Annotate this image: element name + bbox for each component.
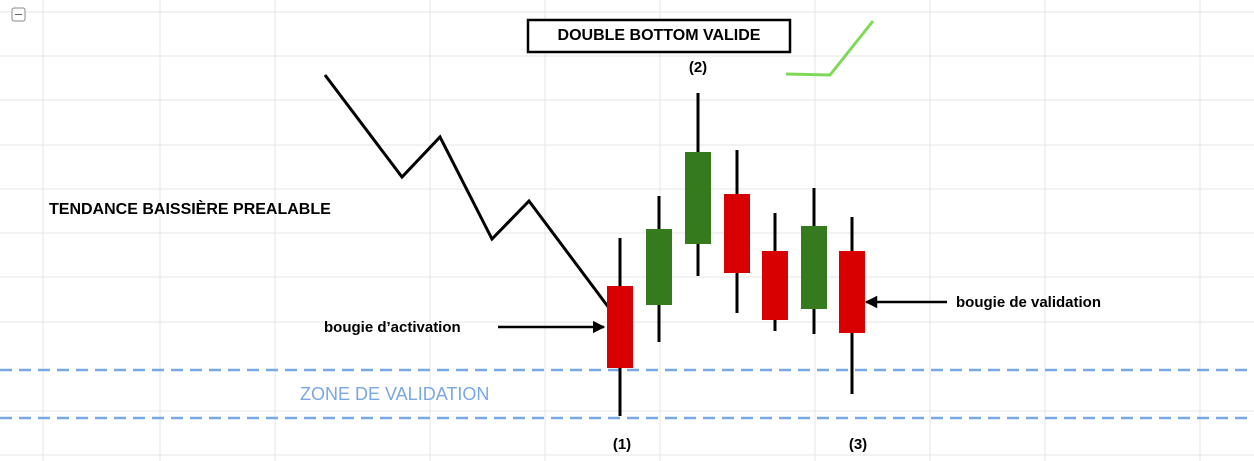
point-label: (2) [689, 59, 707, 76]
title: DOUBLE BOTTOM VALIDE [558, 27, 761, 44]
point-label: (1) [613, 436, 631, 453]
check-mark [785, 20, 875, 77]
candles [607, 93, 865, 416]
trend-line [323, 74, 611, 309]
activation-label: bougie d’activation [324, 319, 461, 336]
collapse-icon[interactable] [11, 7, 26, 22]
point-label: (3) [849, 436, 867, 453]
title-box [526, 18, 792, 54]
trend-label: TENDANCE BAISSIÈRE PREALABLE [49, 199, 331, 218]
zone-label: ZONE DE VALIDATION [300, 384, 489, 404]
validation-label: bougie de validation [956, 294, 1101, 311]
